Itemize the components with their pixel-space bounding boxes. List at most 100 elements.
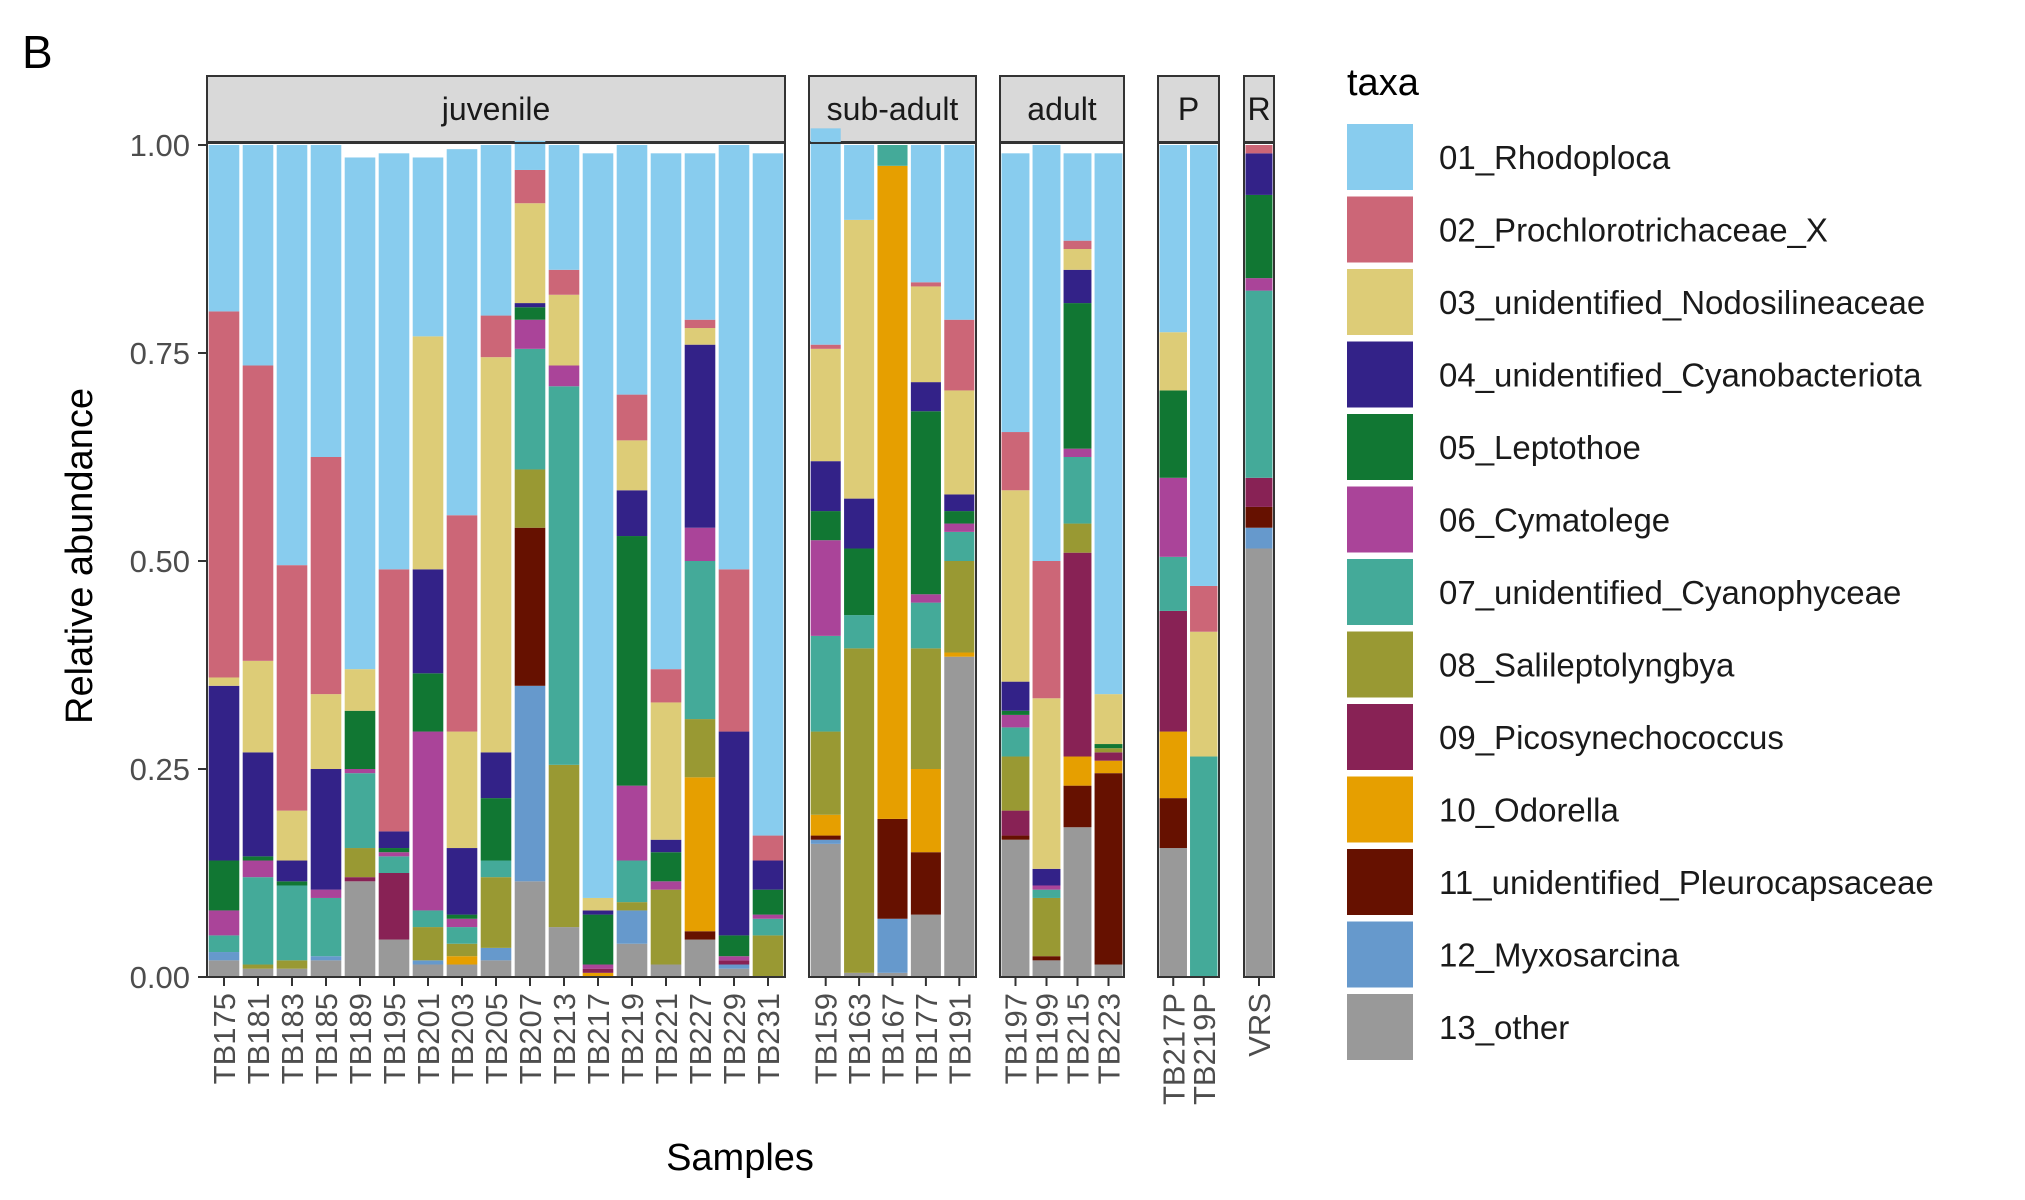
x-tick-label: TB185 (309, 993, 344, 1084)
legend: taxa 01_Rhodoploca 02_Prochlorotrichaceae… (1347, 62, 1934, 1060)
bar-segment-TB227-04_unidentified_Cyanobacteriota (684, 344, 716, 528)
bar-segment-TB227-01_Rhodoploca (684, 153, 716, 320)
bar-segment-TB227-02_Prochlorotrichaceae_X (684, 319, 716, 329)
x-tick-label: TB203 (445, 993, 480, 1084)
bar-segment-TB223-03_unidentified_Nodosilineaceae (1094, 694, 1123, 745)
bar-segment-TB203-01_Rhodoploca (446, 149, 478, 516)
bar-segment-TB207-11_unidentified_Pleurocapsaceae (514, 527, 546, 686)
bar-segment-TB199-11_unidentified_Pleurocapsaceae (1032, 956, 1061, 961)
x-tick-label: TB223 (1092, 993, 1127, 1084)
bar-segment-TB215-09_Picosynechococcus (1063, 552, 1092, 757)
bar-segment-TB217-10_Odorella (582, 972, 614, 977)
bar-segment-VRS-02_Prochlorotrichaceae_X (1245, 145, 1273, 154)
bar-segment-TB227-08_Salileptolyngbya (684, 719, 716, 778)
bar-segment-TB223-10_Odorella (1094, 760, 1123, 774)
bar-segment-TB183-07_unidentified_Cyanophyceae (276, 885, 308, 961)
bar-segment-TB199-04_unidentified_Cyanobacteriota (1032, 868, 1061, 886)
bar-segment-TB219P-03_unidentified_Nodosilineaceae (1190, 631, 1218, 757)
bar-segment-TB195-07_unidentified_Cyanophyceae (378, 856, 410, 873)
bar-segment-TB219-04_unidentified_Cyanobacteriota (616, 490, 648, 537)
bar-segment-TB231-01_Rhodoploca (752, 153, 784, 836)
bar-segment-TB215-01_Rhodoploca (1063, 153, 1092, 241)
bar-segment-TB167-10_Odorella (877, 165, 908, 819)
bar-segment-TB203-05_Leptothoe (446, 914, 478, 919)
bar-segment-TB197-11_unidentified_Pleurocapsaceae (1001, 835, 1030, 840)
x-tick-label: TB217P (1156, 993, 1191, 1105)
bar-segment-TB201-01_Rhodoploca (412, 157, 444, 337)
bar-segment-TB213-13_other (548, 927, 580, 977)
bar-segment-TB227-11_unidentified_Pleurocapsaceae (684, 931, 716, 940)
bar-segment-TB177-07_unidentified_Cyanophyceae (910, 602, 941, 649)
bar-segment-TB163-03_unidentified_Nodosilineaceae (844, 219, 875, 499)
bar-segment-TB163-05_Leptothoe (844, 548, 875, 616)
x-tick-label: TB167 (876, 993, 911, 1084)
bar-segment-TB217P-13_other (1159, 848, 1187, 977)
bar-segment-TB203-08_Salileptolyngbya (446, 943, 478, 957)
bar-segment-TB177-11_unidentified_Pleurocapsaceae (910, 852, 941, 915)
bar-segment-TB221-01_Rhodoploca (650, 153, 682, 670)
legend-label: 12_Myxosarcina (1439, 937, 1680, 974)
legend-label: 10_Odorella (1439, 792, 1619, 829)
bar-segment-TB159-05_Leptothoe (810, 511, 841, 541)
bar-segment-TB219-13_other (616, 943, 648, 977)
bar-segment-TB207-01_Rhodoploca (514, 140, 546, 170)
bar-segment-TB197-09_Picosynechococcus (1001, 810, 1030, 836)
bar-segment-TB189-08_Salileptolyngbya (344, 848, 376, 878)
facet-strip-label: R (1247, 91, 1270, 127)
x-tick-label: TB159 (809, 993, 844, 1084)
bar-segment-TB229-05_Leptothoe (718, 935, 750, 957)
bar-segment-TB175-03_unidentified_Nodosilineaceae (208, 677, 240, 686)
x-tick-label: TB175 (207, 993, 242, 1084)
bar-segment-TB215-07_unidentified_Cyanophyceae (1063, 457, 1092, 524)
bar-segment-TB185-13_other (310, 960, 342, 977)
bar-segment-TB159-04_unidentified_Cyanobacteriota (810, 461, 841, 512)
bar-segment-TB205-08_Salileptolyngbya (480, 877, 512, 948)
bar-segment-TB229-09_Picosynechococcus (718, 960, 750, 965)
bar-segment-TB221-02_Prochlorotrichaceae_X (650, 669, 682, 703)
bar-segment-TB205-01_Rhodoploca (480, 145, 512, 316)
bar-segment-TB197-06_Cymatolege (1001, 714, 1030, 728)
bar-segment-TB217-05_Leptothoe (582, 914, 614, 965)
legend-key (1347, 631, 1413, 698)
bar-segment-TB207-08_Salileptolyngbya (514, 469, 546, 528)
bar-segment-TB191-06_Cymatolege (944, 523, 975, 532)
bar-segment-TB191-07_unidentified_Cyanophyceae (944, 531, 975, 561)
bar-segment-TB191-03_unidentified_Nodosilineaceae (944, 390, 975, 495)
bar-segment-TB231-07_unidentified_Cyanophyceae (752, 918, 784, 936)
x-tick-label: TB195 (377, 993, 412, 1084)
bar-segment-TB181-07_unidentified_Cyanophyceae (242, 877, 274, 965)
bar-segment-VRS-04_unidentified_Cyanobacteriota (1245, 153, 1273, 195)
bar-segment-TB205-13_other (480, 960, 512, 977)
bar-segment-TB195-06_Cymatolege (378, 852, 410, 857)
bar-segment-TB189-05_Leptothoe (344, 710, 376, 769)
bar-segment-VRS-12_Myxosarcina (1245, 527, 1273, 549)
y-tick-label: 1.00 (130, 128, 190, 163)
bar-segment-TB217P-07_unidentified_Cyanophyceae (1159, 556, 1187, 611)
facet-strip (1157, 75, 1220, 143)
y-tick-label: 0.00 (130, 960, 190, 995)
bar-segment-TB189-06_Cymatolege (344, 769, 376, 774)
bar-segment-TB203-13_other (446, 964, 478, 977)
bar-segment-TB231-06_Cymatolege (752, 914, 784, 919)
bar-segment-TB201-03_unidentified_Nodosilineaceae (412, 336, 444, 570)
bar-segment-TB163-01_Rhodoploca (844, 145, 875, 220)
bar-segment-TB215-03_unidentified_Nodosilineaceae (1063, 249, 1092, 270)
bar-segment-TB201-12_Myxosarcina (412, 960, 444, 965)
bar-segment-TB199-06_Cymatolege (1032, 885, 1061, 890)
bar-segment-TB215-10_Odorella (1063, 756, 1092, 786)
bar-segment-TB223-05_Leptothoe (1094, 744, 1123, 749)
bar-segment-TB221-05_Leptothoe (650, 852, 682, 882)
bar-segment-TB213-02_Prochlorotrichaceae_X (548, 269, 580, 295)
bar-segment-TB189-13_other (344, 881, 376, 977)
bar-segment-TB181-05_Leptothoe (242, 856, 274, 861)
bar-segment-TB181-13_other (242, 968, 274, 977)
bar-segment-TB215-13_other (1063, 827, 1092, 977)
x-tick-label: TB213 (547, 993, 582, 1084)
facet-strip-label: adult (1027, 91, 1097, 127)
bar-segment-TB163-13_other (844, 972, 875, 977)
bar-segment-TB229-13_other (718, 968, 750, 977)
bar-segment-TB217P-10_Odorella (1159, 731, 1187, 799)
bar-segment-TB177-04_unidentified_Cyanobacteriota (910, 382, 941, 412)
x-tick-label: TB181 (241, 993, 276, 1084)
